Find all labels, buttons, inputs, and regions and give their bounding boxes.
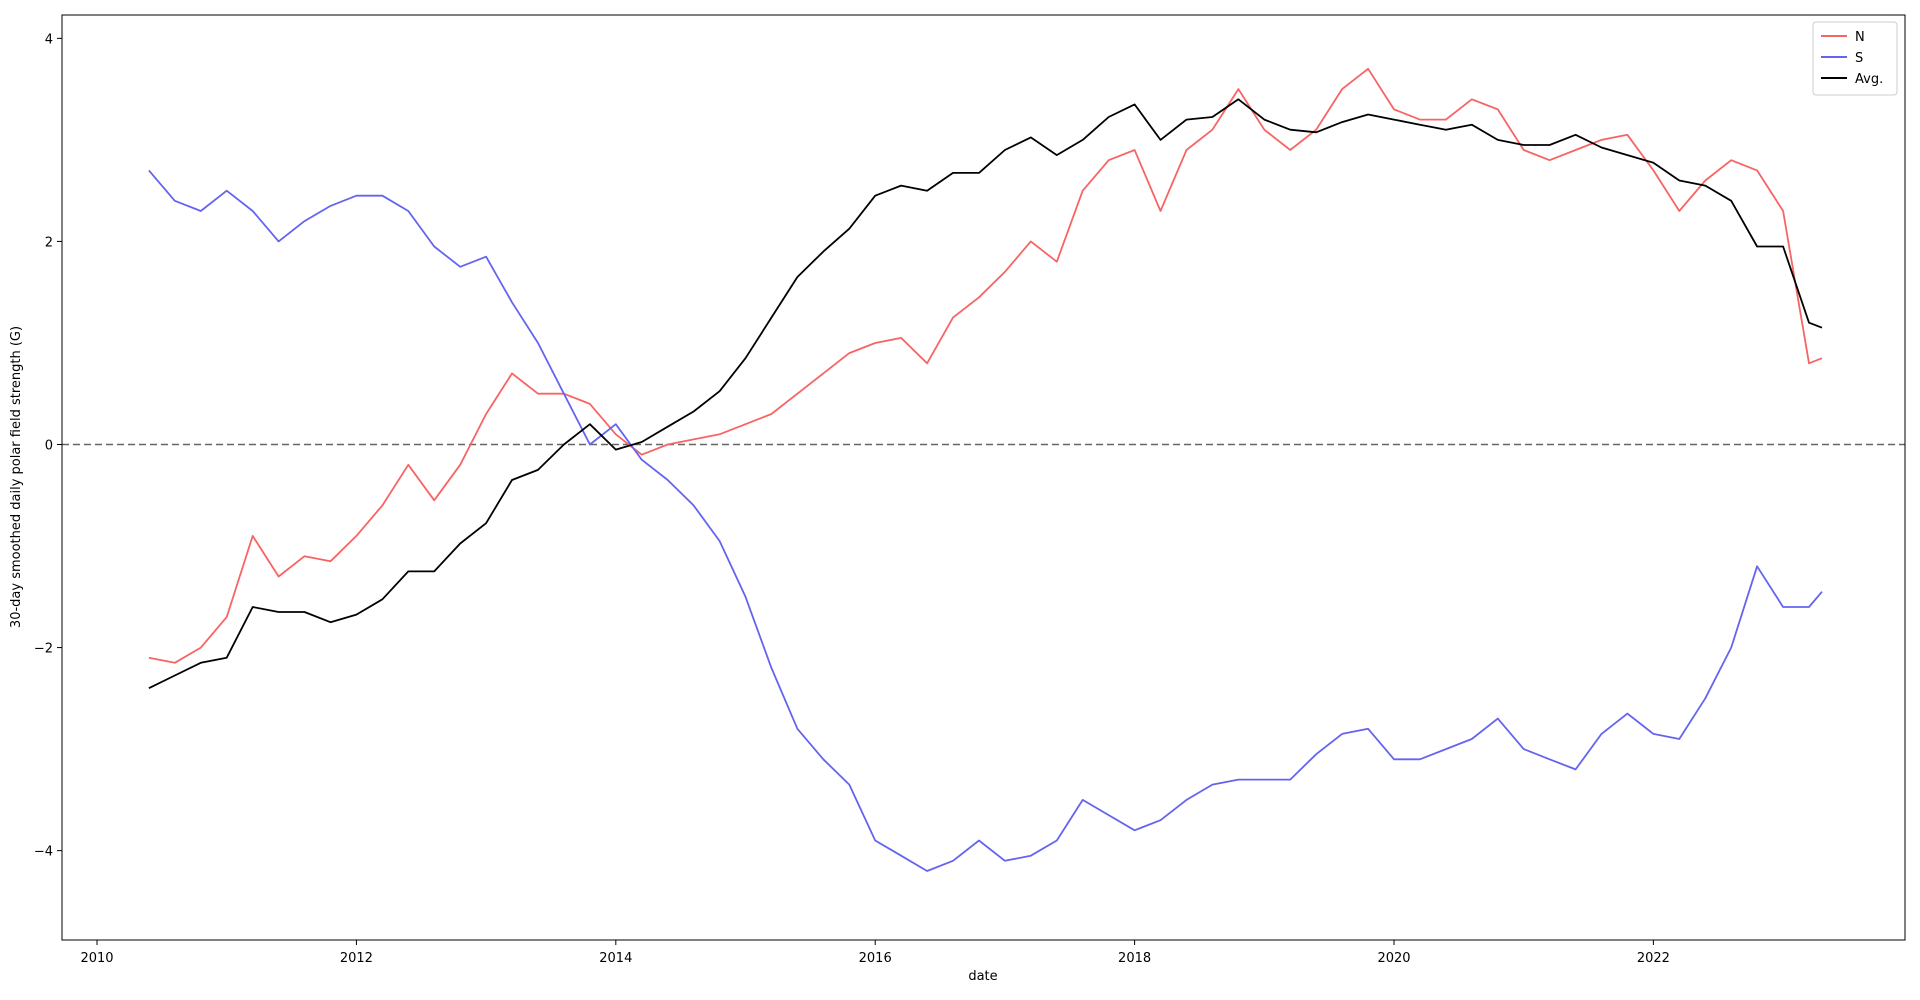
series-line [148, 67, 1823, 664]
y-tick-label: −2 [34, 642, 53, 657]
x-axis-label: date [968, 969, 997, 984]
legend-label: N [1855, 30, 1865, 45]
x-tick-label: 2010 [80, 951, 113, 966]
y-axis-label: 30-day smoothed daily polar field streng… [9, 326, 24, 628]
legend-label: Avg. [1855, 72, 1883, 87]
y-tick-label: −4 [34, 845, 53, 860]
y-tick-label: 2 [45, 235, 53, 250]
series-line [148, 98, 1823, 690]
x-tick-label: 2014 [599, 951, 632, 966]
legend-label: S [1855, 51, 1863, 66]
legend-box [1812, 21, 1898, 96]
x-tick-label: 2016 [859, 951, 892, 966]
plot-frame [61, 14, 1906, 941]
y-tick-label: 0 [45, 439, 53, 454]
x-tick-label: 2012 [340, 951, 373, 966]
x-tick-label: 2018 [1118, 951, 1151, 966]
y-tick-label: 4 [45, 32, 53, 47]
series-line [148, 169, 1823, 872]
x-tick-label: 2022 [1637, 951, 1670, 966]
x-tick-label: 2020 [1377, 951, 1410, 966]
